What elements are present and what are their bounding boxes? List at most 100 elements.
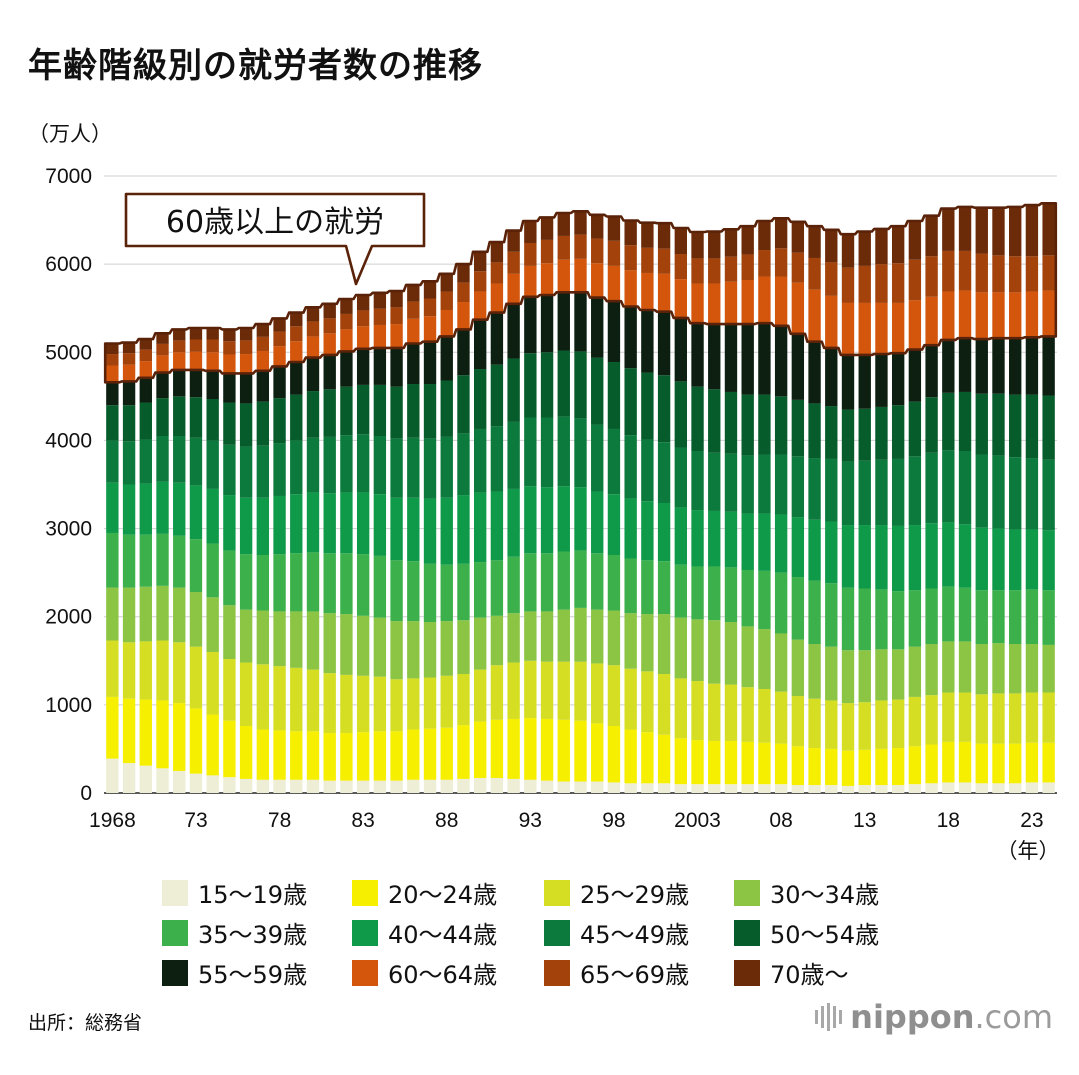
bar-segment bbox=[808, 644, 821, 699]
bar-segment bbox=[708, 741, 721, 785]
legend-swatch bbox=[734, 919, 760, 946]
bar-segment bbox=[106, 382, 119, 406]
bar-segment bbox=[841, 267, 855, 303]
bar-segment bbox=[490, 560, 504, 616]
bar-segment bbox=[474, 562, 487, 618]
bar-segment bbox=[808, 458, 821, 520]
bar-segment bbox=[223, 659, 236, 721]
bar-segment bbox=[624, 220, 637, 246]
y-tick-label: 5000 bbox=[45, 341, 92, 364]
bar-segment bbox=[306, 731, 320, 780]
bar-segment bbox=[1042, 692, 1055, 743]
bar-segment bbox=[290, 611, 303, 668]
bar-segment bbox=[239, 403, 253, 447]
bar-segment bbox=[557, 486, 570, 552]
bar-segment bbox=[457, 282, 470, 303]
bar-segment bbox=[156, 436, 169, 482]
bar-segment bbox=[641, 439, 654, 502]
bar-segment bbox=[942, 291, 955, 340]
bar-segment bbox=[507, 662, 520, 719]
bar-segment bbox=[1025, 394, 1039, 459]
bar-segment bbox=[708, 510, 721, 567]
bar-segment bbox=[624, 245, 637, 271]
bar-segment bbox=[356, 348, 370, 385]
bar-segment bbox=[674, 678, 687, 739]
bar-segment bbox=[139, 534, 152, 587]
bar-segment bbox=[891, 525, 905, 592]
bar-segment bbox=[774, 572, 788, 634]
logo-bars-icon bbox=[815, 1003, 843, 1031]
bar-segment bbox=[641, 309, 654, 373]
bar-segment bbox=[1009, 457, 1022, 530]
bar-segment bbox=[340, 435, 353, 493]
bar-segment bbox=[540, 553, 554, 612]
x-tick-label: 93 bbox=[519, 809, 542, 832]
bar-segment bbox=[507, 778, 520, 793]
bar-segment bbox=[925, 397, 938, 453]
bar-segment bbox=[256, 497, 270, 556]
stacked-bar-chart: 0 1000 2000 3000 4000 5000 6000 7000 1968 73 78 83 8… bbox=[45, 165, 1059, 863]
bar-segment bbox=[524, 265, 537, 297]
legend-swatch bbox=[544, 879, 570, 906]
bar-segment bbox=[122, 587, 136, 643]
bar-segment bbox=[356, 310, 370, 327]
bar-segment bbox=[591, 238, 604, 264]
bar-segment bbox=[507, 251, 520, 274]
bar-segment bbox=[173, 770, 186, 793]
bar-segment bbox=[457, 329, 470, 376]
bar-segment bbox=[423, 298, 437, 317]
bar-segment bbox=[239, 609, 253, 663]
bar-segment bbox=[992, 643, 1005, 694]
bar-segment bbox=[223, 354, 236, 374]
bar-segment bbox=[206, 597, 219, 652]
bar-segment bbox=[925, 523, 938, 589]
bar-segment bbox=[173, 352, 186, 370]
bar-segment bbox=[741, 741, 754, 785]
bar-segment bbox=[306, 552, 320, 612]
y-tick-label: 2000 bbox=[45, 606, 92, 629]
legend-label: 20〜24歳 bbox=[388, 881, 498, 909]
bar-segment bbox=[440, 621, 453, 676]
bar-segment bbox=[256, 445, 270, 498]
bar-segment bbox=[908, 784, 922, 793]
logo-suffix: .com bbox=[974, 998, 1053, 1036]
bar-segment bbox=[1025, 256, 1039, 292]
bar-segment bbox=[691, 681, 704, 741]
bar-segment bbox=[925, 783, 938, 793]
bar-segment bbox=[858, 650, 871, 703]
bar-segment bbox=[173, 340, 186, 353]
bar-segment bbox=[841, 409, 855, 462]
bar-segment bbox=[975, 292, 988, 340]
bar-segment bbox=[624, 270, 637, 307]
bar-segment bbox=[708, 566, 721, 621]
bar-segment bbox=[908, 746, 922, 785]
bar-segment bbox=[139, 339, 152, 350]
bar-segment bbox=[958, 338, 972, 392]
bar-segment bbox=[691, 566, 704, 620]
legend-swatch bbox=[162, 959, 188, 986]
bar-segment bbox=[858, 231, 871, 266]
bar-segment bbox=[273, 611, 286, 667]
bar-segment bbox=[992, 292, 1005, 339]
bar-segment bbox=[908, 590, 922, 647]
bar-segment bbox=[925, 256, 938, 297]
bar-segment bbox=[574, 550, 587, 608]
bar-segment bbox=[992, 783, 1005, 793]
bar-segment bbox=[407, 301, 420, 319]
legend-item: 15〜19歳 bbox=[162, 875, 307, 910]
bar-segment bbox=[256, 324, 270, 337]
bar-segment bbox=[774, 514, 788, 573]
bar-segment bbox=[641, 614, 654, 672]
bar-segment bbox=[122, 698, 136, 764]
bar-segment bbox=[674, 784, 687, 793]
bar-segment bbox=[657, 734, 671, 784]
bar-segment bbox=[306, 492, 320, 553]
bar-segment bbox=[106, 343, 119, 355]
bar-segment bbox=[657, 273, 671, 312]
bar-segment bbox=[858, 785, 871, 793]
bar-segment bbox=[758, 513, 771, 571]
bar-segment bbox=[975, 527, 988, 591]
bar-segment bbox=[591, 491, 604, 554]
bar-segment bbox=[557, 609, 570, 662]
bar-segment bbox=[992, 255, 1005, 293]
